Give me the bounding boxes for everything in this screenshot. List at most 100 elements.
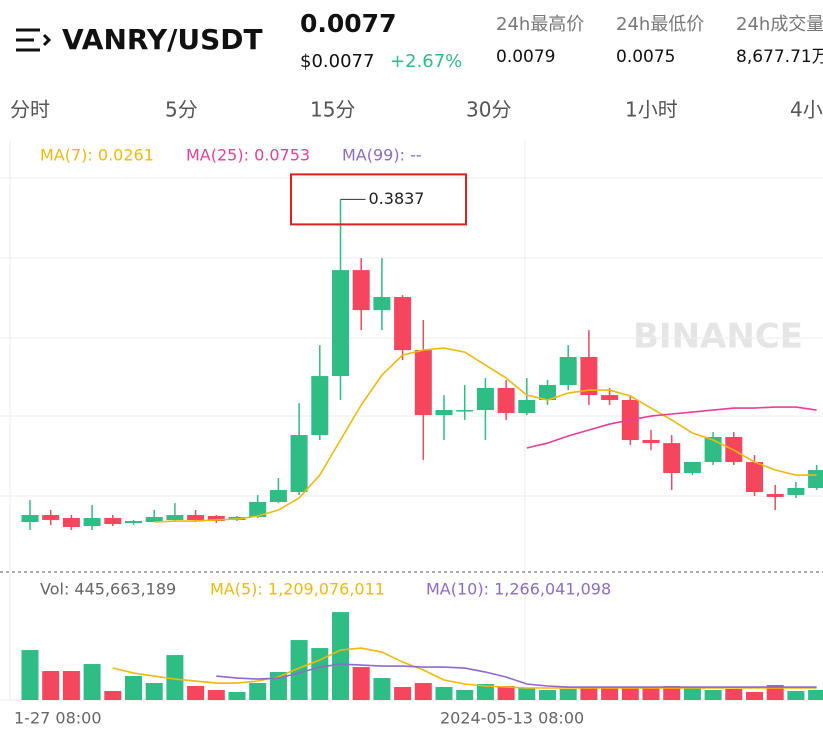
candle-body [290, 435, 308, 493]
interval-tab[interactable]: 分时 [10, 98, 50, 122]
candle-body [539, 385, 556, 400]
pair[interactable]: VANRY/USDT [62, 23, 263, 56]
price-usd: $0.0077 [300, 51, 374, 72]
vol-legend: MA(10): 1,266,041,098 [426, 580, 611, 599]
volume-bar [311, 648, 329, 700]
stat-value: 8,677.71万 [736, 47, 823, 67]
candle-body [497, 388, 515, 414]
volume-bar [394, 687, 412, 700]
volume-bar [290, 640, 308, 700]
candle-body [62, 518, 80, 528]
candle-body [704, 436, 722, 463]
candle-body [207, 516, 225, 522]
grid [0, 140, 823, 700]
volume-bar [601, 688, 619, 700]
candle-body [42, 515, 60, 520]
interval-tab[interactable]: 4小时 [790, 98, 823, 122]
candle-body [766, 493, 784, 497]
interval-tab[interactable]: 15分 [310, 98, 355, 122]
volume-bar [207, 690, 225, 700]
volume-bar [21, 650, 39, 700]
ma-legend: MA(25): 0.0753 [186, 146, 310, 165]
candle-body [580, 357, 598, 396]
volume-bar [580, 687, 598, 700]
volume-bar [683, 688, 701, 700]
x-label: 2024-05-13 08:00 [440, 709, 584, 728]
interval-tab[interactable]: 5分 [165, 98, 198, 122]
candle-body [518, 400, 536, 414]
ma-legend: MA(7): 0.0261 [40, 146, 154, 165]
candle-body [394, 297, 412, 351]
interval-tab[interactable]: 30分 [466, 98, 511, 122]
vol-legend: MA(5): 1,209,076,011 [210, 580, 385, 599]
candle-body [352, 270, 370, 311]
volume-bar [145, 683, 163, 700]
stat-label: 24h成交量 [736, 14, 823, 35]
interval-tab[interactable]: 1小时 [625, 98, 678, 122]
candle-body [125, 521, 142, 524]
candle-body [808, 470, 823, 488]
volume-bar [456, 690, 474, 700]
ma-legend: MA(99): -- [342, 146, 422, 165]
vol-ma-line [216, 663, 817, 688]
volume-bar [642, 688, 660, 700]
candle-body [311, 376, 329, 436]
volume-bar [518, 688, 536, 700]
volume-bar [373, 678, 391, 700]
volume-bar [83, 664, 101, 700]
candle-body [746, 462, 763, 493]
volume-bar [725, 689, 743, 700]
stat-label: 24h最高价 [496, 14, 584, 35]
high-label: 0.3837 [369, 189, 425, 208]
volume-bar [249, 683, 267, 700]
candle-body [414, 350, 432, 416]
candle-body [269, 490, 287, 502]
volume-bar [497, 686, 515, 700]
volume-bar [746, 692, 763, 700]
volume-bar [104, 691, 122, 700]
volume-bar [62, 671, 80, 700]
candle-body [373, 297, 391, 311]
ma-line [154, 347, 817, 523]
candle-body [21, 515, 39, 522]
volume-bar [435, 687, 453, 700]
candle-body [787, 487, 805, 496]
stat-label: 24h最低价 [616, 14, 704, 35]
vol-legend: Vol: 445,663,189 [40, 580, 176, 599]
stat-value: 0.0079 [496, 47, 555, 67]
watermark: BINANCE [633, 317, 803, 357]
volume-bar [125, 676, 142, 700]
volume-bar [414, 683, 432, 700]
candle-body [187, 515, 205, 520]
volume-bar [539, 690, 556, 700]
ma-line [526, 406, 817, 449]
candle-body [249, 502, 267, 517]
candle-body [104, 518, 122, 525]
candle-body [559, 357, 577, 386]
candle-body [683, 462, 701, 474]
candle-body [456, 410, 474, 412]
candle-body [476, 388, 494, 411]
volume-bar [166, 655, 184, 700]
candle-body [145, 516, 163, 522]
volume-bar [704, 690, 722, 700]
candle-body [663, 443, 681, 474]
volume-bar [332, 612, 349, 700]
volume-bar [559, 689, 577, 700]
candle-body [435, 410, 453, 416]
volume-bar [352, 667, 370, 700]
volume-bar [476, 684, 494, 700]
candle-body [601, 395, 619, 400]
candle-body [642, 439, 660, 444]
x-label: 1-27 08:00 [14, 709, 102, 728]
change: +2.67% [390, 51, 462, 72]
candle-body [332, 270, 349, 377]
volume-bar [187, 686, 205, 700]
candle-body [83, 518, 101, 527]
volume-bar [42, 671, 60, 700]
volume-bar [621, 688, 639, 700]
vol-ma-line [112, 647, 817, 689]
menu-icon[interactable] [16, 28, 52, 52]
volume-bar [228, 692, 246, 700]
